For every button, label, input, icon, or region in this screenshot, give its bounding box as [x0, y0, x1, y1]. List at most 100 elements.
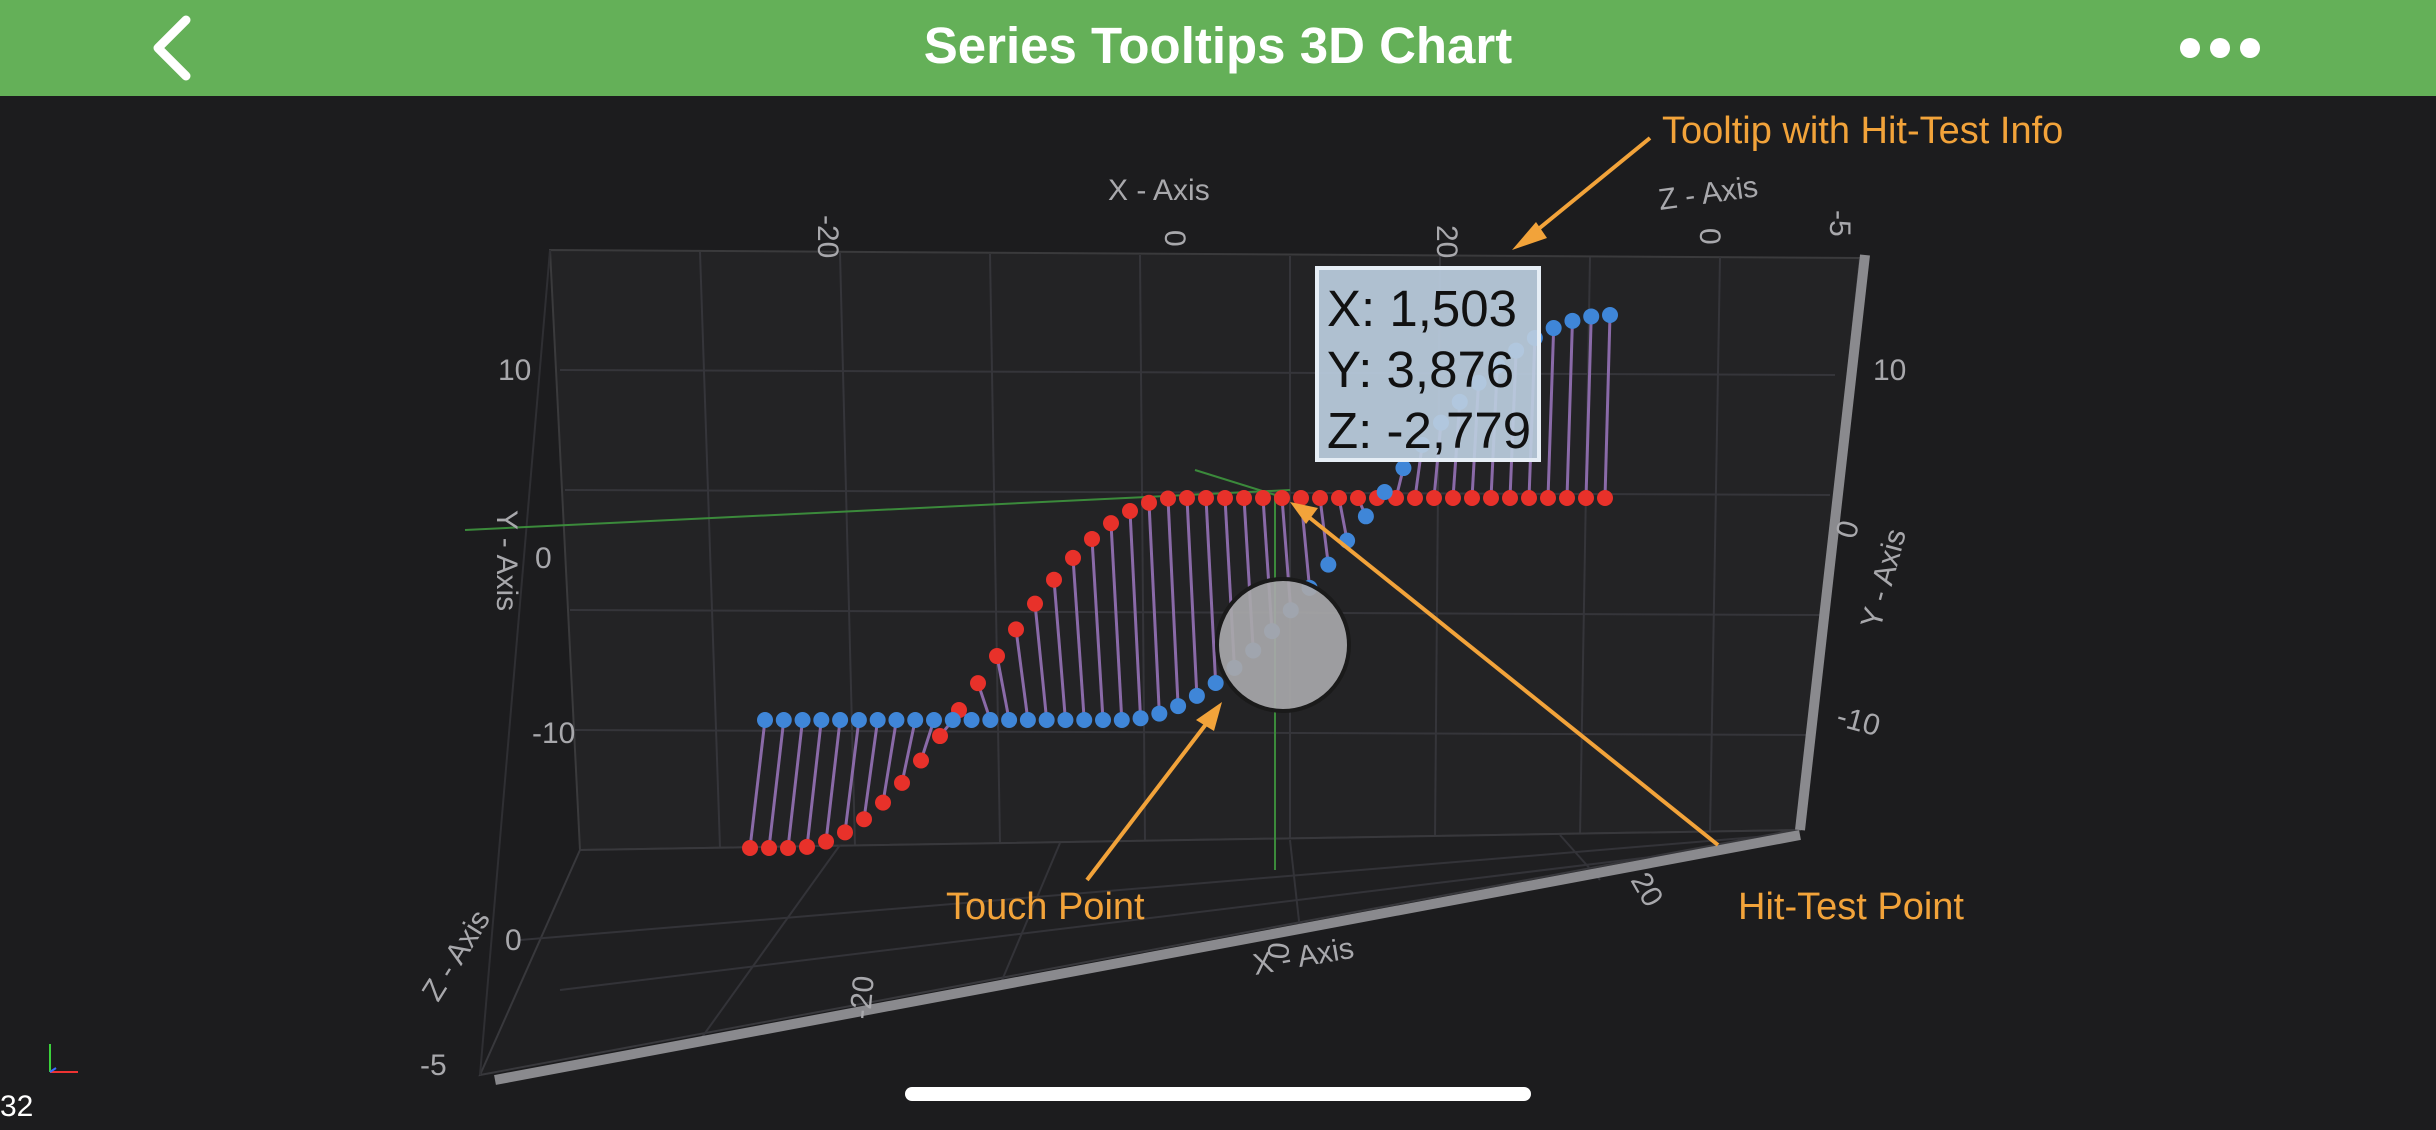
- blue-series-point: [869, 712, 886, 728]
- home-indicator[interactable]: [905, 1087, 1531, 1101]
- ellipsis-icon: [2180, 38, 2260, 58]
- blue-series-point: [1207, 675, 1224, 692]
- helix-connector: [1147, 502, 1161, 714]
- red-series-point: [1540, 490, 1556, 506]
- helix-connector: [1166, 498, 1180, 707]
- x-tick-bottom-20: 20: [1624, 867, 1669, 912]
- helix-connector: [900, 719, 917, 784]
- y-tick-right-10: 10: [1873, 354, 1906, 387]
- red-series-point: [875, 794, 891, 811]
- tooltip-annotation-label: Tooltip with Hit-Test Info: [1662, 110, 2064, 152]
- blue-series-point: [775, 712, 792, 728]
- blue-series-point: [1113, 711, 1130, 728]
- blue-series-point: [1019, 712, 1036, 728]
- blue-series-point: [1038, 712, 1055, 728]
- blue-series-point: [926, 712, 942, 728]
- blue-series-point: [907, 712, 924, 728]
- blue-series-point: [1564, 312, 1581, 329]
- red-series-point: [1198, 490, 1214, 506]
- helix-connector: [786, 719, 805, 849]
- red-series-point: [1160, 490, 1176, 507]
- helix-connector: [1071, 557, 1086, 721]
- helix-connector: [805, 719, 823, 847]
- helix-connector: [1128, 510, 1143, 719]
- red-series-point: [894, 774, 910, 791]
- blue-series-point: [757, 712, 773, 728]
- blue-series-point: [832, 712, 849, 728]
- x-tick-bottom-neg20: -20: [844, 975, 881, 1021]
- red-series-point: [837, 824, 853, 841]
- helix-connector: [1052, 579, 1067, 721]
- helix-connector: [1033, 603, 1049, 721]
- red-series-point: [989, 648, 1005, 665]
- red-series-point: [1217, 490, 1233, 506]
- blue-series-point: [1357, 508, 1374, 525]
- blue-series-point: [1188, 687, 1205, 704]
- red-series-point: [818, 833, 834, 850]
- y-tick-left-10: 10: [498, 354, 531, 387]
- helix-connector: [862, 719, 880, 820]
- fps-counter: 32: [0, 1090, 34, 1123]
- helix-connector: [767, 719, 786, 849]
- tooltip-z: Z: -2,779: [1327, 402, 1532, 459]
- helix-connector: [748, 719, 767, 849]
- helix-connector: [881, 719, 898, 803]
- blue-series-point: [982, 712, 999, 728]
- blue-series-point: [944, 712, 961, 728]
- helix-connector: [1603, 314, 1612, 499]
- x-tick-top-20: 20: [1430, 225, 1463, 258]
- x-tick-top-0: 0: [1158, 230, 1191, 247]
- blue-series-point: [1170, 698, 1187, 715]
- blue-series-point: [963, 712, 980, 728]
- helix-connector: [1090, 538, 1105, 721]
- helix-connector: [843, 719, 861, 833]
- helix-connector: [1109, 523, 1124, 721]
- red-series-point: [1597, 490, 1613, 506]
- blue-series-point: [813, 712, 830, 728]
- z-axis-title-top: Z - Axis: [1656, 170, 1760, 217]
- z-tick-left-neg5: -5: [420, 1049, 447, 1082]
- blue-series-point: [1095, 712, 1111, 728]
- red-series-point: [1407, 490, 1423, 506]
- y-axis-title-right: Y - Axis: [1855, 526, 1913, 632]
- axis-box: [464, 248, 1870, 1085]
- hit-test-tooltip: X: 1,503 Y: 3,876 Z: -2,779: [1315, 266, 1541, 462]
- tooltip-x: X: 1,503: [1327, 280, 1517, 337]
- red-series-point: [799, 838, 815, 855]
- red-series-point: [1521, 490, 1537, 506]
- red-series-point: [970, 675, 986, 692]
- blue-series-point: [850, 712, 867, 728]
- red-series-point: [1008, 621, 1024, 638]
- blue-series-point: [1602, 307, 1618, 323]
- hit-test-point-annotation-label: Hit-Test Point: [1738, 886, 1964, 928]
- red-series-point: [742, 840, 758, 856]
- annotation-arrows: [1085, 136, 1720, 882]
- red-series-point: [1293, 490, 1309, 506]
- red-series-point: [1027, 595, 1043, 612]
- red-series-point: [1274, 490, 1290, 506]
- blue-series-point: [1001, 712, 1018, 728]
- red-series-point: [1179, 490, 1195, 506]
- red-series-point: [761, 840, 777, 856]
- back-button[interactable]: [140, 12, 210, 84]
- red-series-point: [1559, 490, 1575, 506]
- helix-connector: [995, 655, 1011, 721]
- red-series-point: [1578, 490, 1594, 506]
- page-title: Series Tooltips 3D Chart: [923, 17, 1513, 74]
- chart-surface[interactable]: -20 0 20 X - Axis Z - Axis 0 -5 10 0 -10…: [0, 96, 2436, 1125]
- helix-connector: [1185, 497, 1199, 696]
- red-series-point: [932, 728, 948, 745]
- red-series-point: [1084, 530, 1100, 547]
- helix-connector: [1565, 320, 1574, 499]
- axis-gizmo-icon: [49, 1044, 78, 1073]
- x-axis-title-top: X - Axis: [1108, 174, 1210, 207]
- y-axis-title-left: Y - Axis: [490, 510, 523, 611]
- red-series-point: [1255, 490, 1271, 506]
- y-tick-left-0: 0: [535, 542, 552, 575]
- z-tick-left-0: 0: [505, 924, 522, 957]
- red-series-point: [1141, 494, 1157, 511]
- red-series-point: [1464, 490, 1480, 506]
- more-button[interactable]: [2170, 20, 2270, 76]
- red-series-point: [856, 811, 872, 828]
- red-series-point: [1103, 515, 1119, 532]
